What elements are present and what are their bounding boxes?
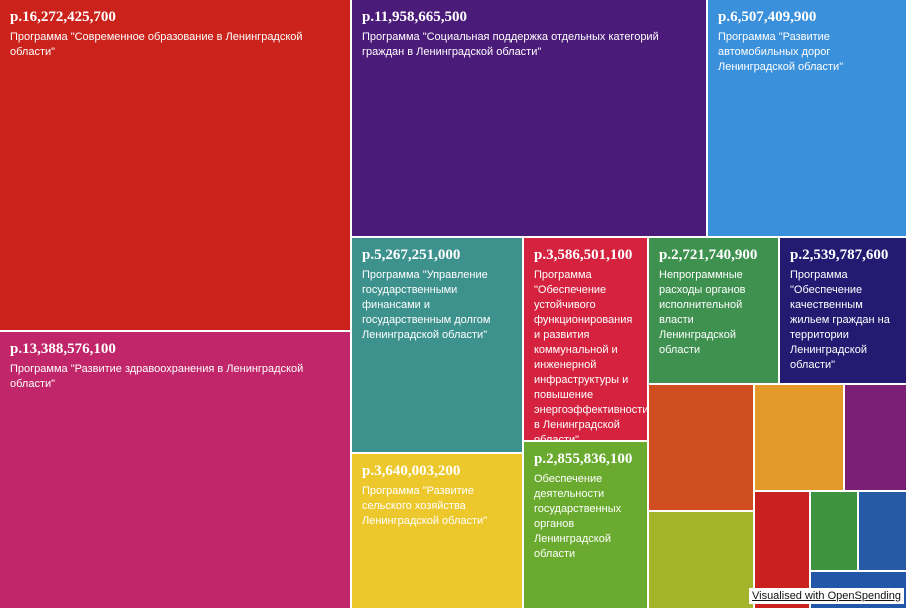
tile-amount: р.13,388,576,100 (10, 341, 116, 357)
tile-label: Обеспечение деятельности государственных… (534, 473, 622, 560)
tile-social-support[interactable]: р.11,958,665,500 Программа "Социальная п… (352, 0, 708, 238)
tile-education[interactable]: р.16,272,425,700 Программа "Современное … (0, 0, 352, 332)
tile-unlabeled[interactable] (811, 492, 859, 572)
tile-unlabeled[interactable] (649, 512, 755, 610)
tile-label: Программа "Управление государственными ф… (362, 269, 491, 341)
tile-unlabeled[interactable] (859, 492, 908, 572)
tile-amount: р.2,539,787,600 (790, 247, 889, 263)
tile-healthcare[interactable]: р.13,388,576,100 Программа "Развитие здр… (0, 332, 352, 610)
tile-label: Программа "Обеспечение качественным жиль… (790, 269, 890, 371)
tile-unlabeled[interactable] (755, 385, 845, 492)
tile-unlabeled[interactable] (845, 385, 908, 492)
tile-roads[interactable]: р.6,507,409,900 Программа "Развитие авто… (708, 0, 908, 238)
tile-non-program[interactable]: р.2,721,740,900 Непрограммные расходы ор… (649, 238, 780, 385)
tile-utilities[interactable]: р.3,586,501,100 Программа "Обеспечение у… (524, 238, 649, 442)
tile-finance[interactable]: р.5,267,251,000 Программа "Управление го… (352, 238, 524, 454)
tile-amount: р.11,958,665,500 (362, 9, 468, 25)
openspending-credit-link[interactable]: Visualised with OpenSpending (748, 588, 904, 604)
tile-amount: р.3,640,003,200 (362, 463, 461, 479)
tile-label: Непрограммные расходы органов исполнител… (659, 269, 746, 356)
tile-amount: р.16,272,425,700 (10, 9, 116, 25)
tile-amount: р.2,855,836,100 (534, 451, 633, 467)
tile-label: Программа "Развитие сельского хозяйства … (362, 485, 488, 527)
tile-amount: р.2,721,740,900 (659, 247, 758, 263)
tile-label: Программа "Обеспечение устойчивого функц… (534, 269, 649, 442)
tile-housing[interactable]: р.2,539,787,600 Программа "Обеспечение к… (780, 238, 908, 385)
tile-label: Программа "Развитие автомобильных дорог … (718, 31, 844, 73)
tile-amount: р.5,267,251,000 (362, 247, 461, 263)
tile-amount: р.6,507,409,900 (718, 9, 817, 25)
tile-agriculture[interactable]: р.3,640,003,200 Программа "Развитие сель… (352, 454, 524, 610)
tile-amount: р.3,586,501,100 (534, 247, 633, 263)
tile-label: Программа "Развитие здравоохранения в Ле… (10, 363, 304, 390)
tile-unlabeled[interactable] (649, 385, 755, 512)
tile-label: Программа "Социальная поддержка отдельны… (362, 31, 659, 58)
tile-label: Программа "Современное образование в Лен… (10, 31, 303, 58)
tile-state-bodies[interactable]: р.2,855,836,100 Обеспечение деятельности… (524, 442, 649, 610)
